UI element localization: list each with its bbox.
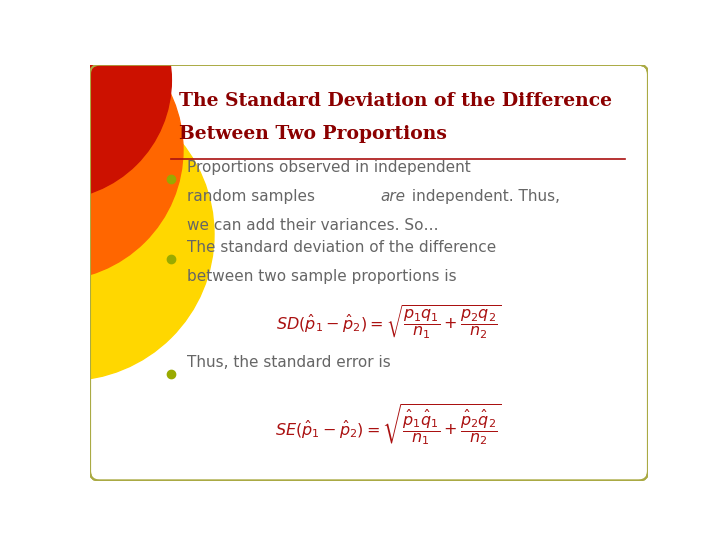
Text: between two sample proportions is: between two sample proportions is [187,269,456,284]
Text: $\mathit{SD}(\hat{p}_1 - \hat{p}_2) = \sqrt{\dfrac{p_1 q_1}{n_1} + \dfrac{p_2 q_: $\mathit{SD}(\hat{p}_1 - \hat{p}_2) = \s… [276,304,501,341]
Circle shape [0,0,171,200]
Circle shape [0,18,183,280]
FancyBboxPatch shape [90,65,648,481]
Text: Proportions observed in independent: Proportions observed in independent [187,160,471,175]
Text: random samples: random samples [187,189,320,204]
Text: $\mathit{SE}(\hat{p}_1 - \hat{p}_2) = \sqrt{\dfrac{\hat{p}_1\hat{q}_1}{n_1} + \d: $\mathit{SE}(\hat{p}_1 - \hat{p}_2) = \s… [275,403,502,447]
Text: The Standard Deviation of the Difference: The Standard Deviation of the Difference [179,92,612,110]
Text: Thus, the standard error is: Thus, the standard error is [187,355,391,370]
Text: The standard deviation of the difference: The standard deviation of the difference [187,240,496,255]
Text: we can add their variances. So…: we can add their variances. So… [187,218,438,233]
Text: are: are [381,189,405,204]
Text: Between Two Proportions: Between Two Proportions [179,125,447,143]
Text: independent. Thus,: independent. Thus, [407,189,560,204]
Circle shape [0,88,214,381]
